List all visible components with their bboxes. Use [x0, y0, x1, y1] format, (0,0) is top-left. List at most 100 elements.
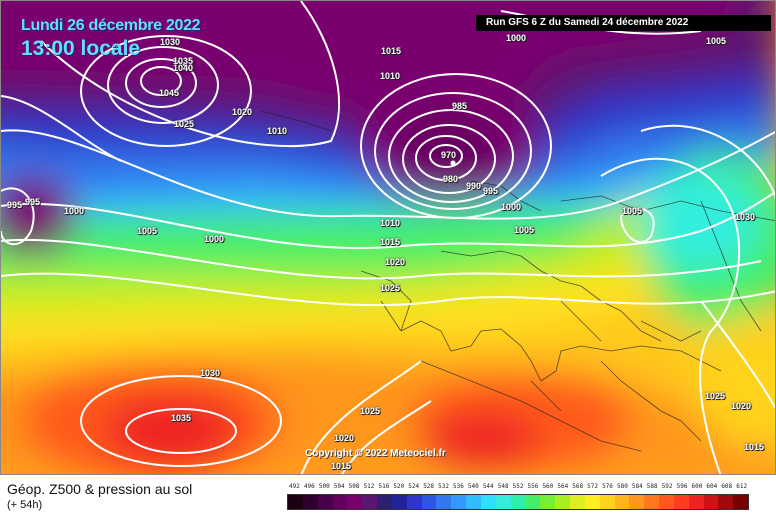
legend-swatch — [673, 495, 689, 509]
map-canvas — [1, 1, 775, 474]
legend-swatch — [377, 495, 392, 509]
isobar-label: 1015 — [331, 461, 352, 471]
legend-swatch — [614, 495, 630, 509]
legend-swatch — [644, 495, 660, 509]
legend-swatch — [599, 495, 615, 509]
legend-swatch — [332, 495, 348, 509]
isobar-label: 1020 — [334, 433, 355, 443]
legend-value: 596 — [676, 483, 688, 490]
isobar-label: 1000 — [204, 234, 225, 244]
legend-value: 608 — [721, 483, 733, 490]
legend-swatch — [555, 495, 571, 509]
forecast-offset: (+ 54h) — [7, 499, 43, 511]
coastlines — [260, 110, 775, 452]
legend-value: 612 — [736, 483, 748, 490]
legend-value: 560 — [542, 483, 554, 490]
legend-swatch — [688, 495, 704, 509]
legend-value: 544 — [482, 483, 494, 490]
legend-value: 504 — [333, 483, 345, 490]
isobar-label: 1010 — [380, 71, 401, 81]
legend-swatch — [466, 495, 481, 509]
legend-labels: 492 496 500 504 508 512 516 520 524 528 532 536 540 5… — [287, 483, 749, 492]
isobar-label: 1025 — [380, 283, 401, 293]
legend-swatch — [703, 495, 719, 509]
isobar-label: 1005 — [514, 225, 535, 235]
isobar-label: 1000 — [501, 202, 522, 212]
forecast-date: Lundi 26 décembre 2022 — [21, 17, 201, 34]
legend-swatch — [540, 495, 556, 509]
isobar-label: 1030 — [735, 212, 756, 222]
isobar-label: 1015 — [380, 237, 401, 247]
isobar-label: 1045 — [159, 88, 180, 98]
legend-color-bar — [287, 494, 749, 510]
legend-value: 516 — [378, 483, 390, 490]
legend-swatch — [718, 495, 734, 509]
legend-swatch — [584, 495, 600, 509]
legend-value: 576 — [602, 483, 613, 490]
isobar-label: 1015 — [381, 46, 402, 56]
isobar-label: 995 — [7, 200, 23, 210]
isobar-label: 995 — [25, 197, 41, 207]
isobar-label: 1005 — [622, 206, 643, 216]
legend-swatch — [659, 495, 674, 509]
legend-swatch — [347, 495, 363, 509]
legend-value: 600 — [691, 483, 703, 490]
legend-value: 528 — [423, 483, 435, 490]
legend-swatch — [391, 495, 407, 509]
legend-value: 580 — [616, 483, 628, 490]
isobar-label: 1015 — [744, 442, 765, 452]
legend-swatch — [406, 495, 422, 509]
legend-swatch — [288, 495, 303, 509]
legend-value: 592 — [661, 483, 673, 490]
legend-swatch — [570, 495, 585, 509]
legend-swatch — [436, 495, 452, 509]
run-banner: Run GFS 6 Z du Samedi 24 décembre 2022 — [476, 15, 771, 31]
isobar-label: 1030 — [200, 368, 221, 378]
isobar-label: 1040 — [173, 63, 194, 73]
legend-swatch — [317, 495, 333, 509]
legend-value: 524 — [408, 483, 420, 490]
isobar-label: 1025 — [174, 119, 195, 129]
legend-swatch — [510, 495, 526, 509]
legend-value: 548 — [497, 483, 509, 490]
isobar-label: 1025 — [705, 391, 726, 401]
isobar-label: 970 — [441, 150, 457, 160]
isobar-label: 1000 — [506, 33, 527, 43]
isobar-label: 1035 — [173, 56, 194, 66]
legend-value: 508 — [348, 483, 360, 490]
low-pressure-marker — [450, 160, 456, 166]
legend-value: 572 — [587, 483, 598, 490]
isobar-label: 1020 — [385, 257, 406, 267]
isobar-label: 1010 — [380, 218, 401, 228]
z500-field — [1, 1, 775, 474]
legend-swatch — [302, 495, 318, 509]
legend-value: 584 — [631, 483, 643, 490]
legend-value: 512 — [363, 483, 375, 490]
isobar-label: 1025 — [360, 406, 381, 416]
color-legend: 492 496 500 504 508 512 516 520 524 528 532 536 540 5… — [287, 483, 749, 510]
legend-value: 536 — [453, 483, 464, 490]
legend-swatch — [480, 495, 496, 509]
isobar-label: 1030 — [160, 37, 181, 47]
isobar-label: 1020 — [731, 401, 752, 411]
legend-swatch — [495, 495, 511, 509]
legend-swatch — [421, 495, 437, 509]
isobar-label: 990 — [466, 181, 482, 191]
isobar-label: 1010 — [267, 126, 288, 136]
legend-value: 588 — [646, 483, 658, 490]
map-caption: Géop. Z500 & pression au sol — [7, 481, 193, 497]
isobar-label: 1005 — [706, 36, 727, 46]
legend-value: 496 — [303, 483, 315, 490]
legend-value: 568 — [572, 483, 584, 490]
isobar-label: 1000 — [64, 206, 85, 216]
isobar-label: 995 — [483, 186, 499, 196]
weather-map: Lundi 26 décembre 2022 13:00 locale Run … — [0, 0, 776, 475]
legend-swatch — [362, 495, 378, 509]
legend-swatch — [525, 495, 541, 509]
legend-value: 564 — [557, 483, 569, 490]
legend-value: 552 — [512, 483, 524, 490]
legend-value: 540 — [467, 483, 479, 490]
legend-swatch — [733, 495, 749, 509]
isobar-label: 1035 — [171, 413, 192, 423]
legend-swatch — [629, 495, 645, 509]
